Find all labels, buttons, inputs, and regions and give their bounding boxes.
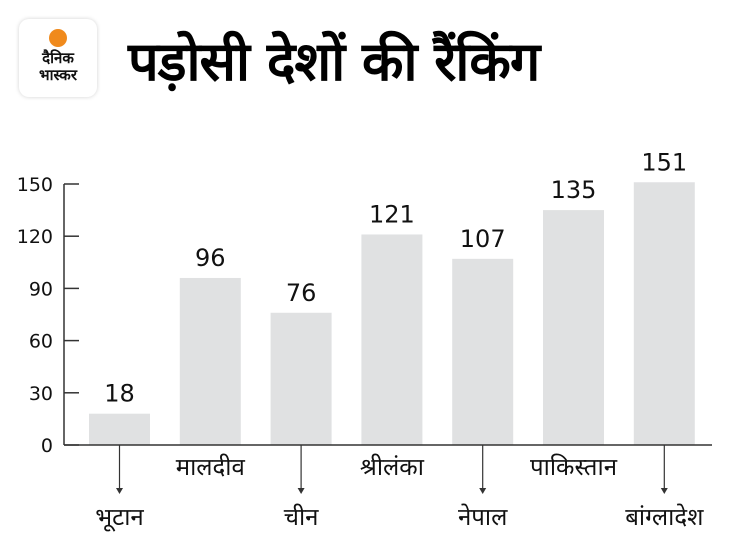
data-label-0: 18	[104, 380, 135, 408]
bar-5	[543, 210, 604, 445]
category-label-4: नेपाल	[458, 503, 508, 531]
arrow-down-icon	[479, 488, 487, 494]
arrow-down-icon	[660, 488, 668, 494]
data-label-1: 96	[195, 244, 226, 272]
y-tick-label-150: 150	[17, 174, 53, 196]
bar-4	[452, 258, 514, 445]
category-label-5: पाकिस्तान	[530, 453, 618, 481]
data-label-2: 76	[286, 279, 317, 307]
y-tick-label-30: 30	[29, 383, 53, 405]
bar-0	[89, 413, 150, 445]
category-label-0: भूटान	[95, 503, 144, 532]
arrow-down-icon	[116, 488, 123, 494]
data-label-6: 151	[641, 148, 687, 176]
arrow-down-icon	[297, 488, 305, 494]
chart-title: पड़ोसी देशों की रैंकिंग	[128, 30, 540, 93]
category-label-1: मालदीव	[176, 453, 246, 481]
y-tick-label-120: 120	[17, 226, 53, 248]
category-label-6: बांग्लादेश	[625, 503, 704, 531]
category-label-3: श्रीलंका	[360, 453, 425, 481]
data-label-5: 135	[551, 176, 597, 204]
y-tick-label-90: 90	[29, 278, 53, 300]
y-tick-label-60: 60	[29, 331, 53, 353]
logo-text-line1: दैनिक	[42, 49, 74, 67]
y-tick-label-0: 0	[41, 435, 53, 457]
logo-text-line2: भास्कर	[39, 66, 77, 84]
category-label-2: चीन	[284, 503, 319, 531]
sun-icon	[49, 29, 67, 47]
dainik-bhaskar-logo: दैनिक भास्कर	[19, 19, 97, 97]
bar-6	[633, 182, 695, 445]
data-label-4: 107	[460, 225, 506, 253]
bar-2	[270, 312, 332, 445]
bar-3	[361, 234, 423, 445]
bar-1	[179, 277, 241, 445]
data-label-3: 121	[369, 200, 415, 228]
